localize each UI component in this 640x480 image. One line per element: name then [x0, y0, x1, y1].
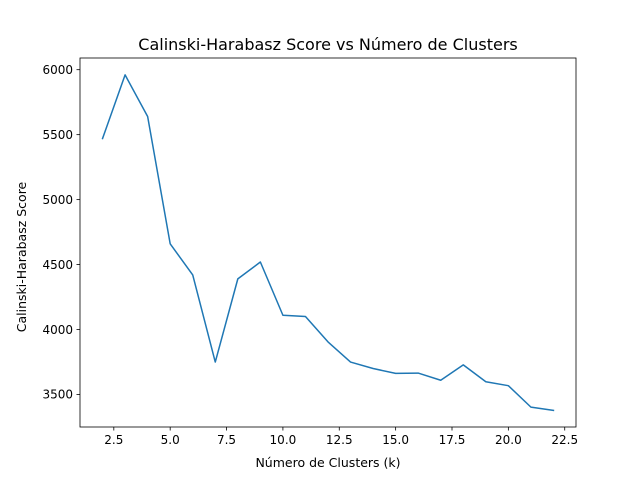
x-tick-label: 20.0: [495, 433, 522, 447]
x-tick-label: 15.0: [382, 433, 409, 447]
x-tick-label: 22.5: [551, 433, 578, 447]
x-tick-label: 10.0: [270, 433, 297, 447]
y-tick-label: 4500: [42, 258, 73, 272]
x-tick-label: 7.5: [217, 433, 236, 447]
plot-area: 2.5 5.0 7.5 10.0 12.5 15.0 17.5 20.0 22.5 3500 400…: [42, 57, 578, 447]
y-tick-label: 3500: [42, 388, 73, 402]
y-axis-label: Calinski-Harabasz Score: [14, 181, 29, 332]
y-tick-label: 4000: [42, 323, 73, 337]
y-tick-label: 5500: [42, 128, 73, 142]
axes-frame: [79, 57, 577, 428]
x-tick-label: 12.5: [326, 433, 353, 447]
series-line-0: [101, 74, 555, 412]
x-axis-label: Número de Clusters (k): [255, 455, 400, 470]
x-tick-label: 17.5: [439, 433, 466, 447]
y-tick-label: 5000: [42, 193, 73, 207]
x-tick-label: 5.0: [161, 433, 180, 447]
x-tick-label: 2.5: [104, 433, 123, 447]
chart-title: Calinski-Harabasz Score vs Número de Clu…: [138, 35, 517, 54]
y-tick-label: 6000: [42, 63, 73, 77]
